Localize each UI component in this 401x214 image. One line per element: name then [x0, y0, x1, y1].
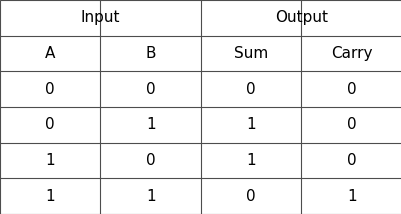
- Text: Input: Input: [81, 10, 120, 25]
- Text: 1: 1: [146, 117, 155, 132]
- Text: B: B: [145, 46, 156, 61]
- Text: 1: 1: [246, 153, 255, 168]
- Text: 1: 1: [346, 189, 356, 204]
- Text: Carry: Carry: [330, 46, 372, 61]
- Text: Output: Output: [274, 10, 327, 25]
- Text: 1: 1: [246, 117, 255, 132]
- Text: 0: 0: [45, 117, 55, 132]
- Text: Sum: Sum: [233, 46, 268, 61]
- Text: 0: 0: [45, 82, 55, 97]
- Text: 0: 0: [346, 153, 356, 168]
- Text: A: A: [45, 46, 55, 61]
- Text: 1: 1: [146, 189, 155, 204]
- Text: 0: 0: [246, 82, 255, 97]
- Text: 0: 0: [146, 153, 155, 168]
- Text: 1: 1: [45, 153, 55, 168]
- Text: 0: 0: [146, 82, 155, 97]
- Text: 0: 0: [246, 189, 255, 204]
- Text: 1: 1: [45, 189, 55, 204]
- Text: 0: 0: [346, 82, 356, 97]
- Text: 0: 0: [346, 117, 356, 132]
